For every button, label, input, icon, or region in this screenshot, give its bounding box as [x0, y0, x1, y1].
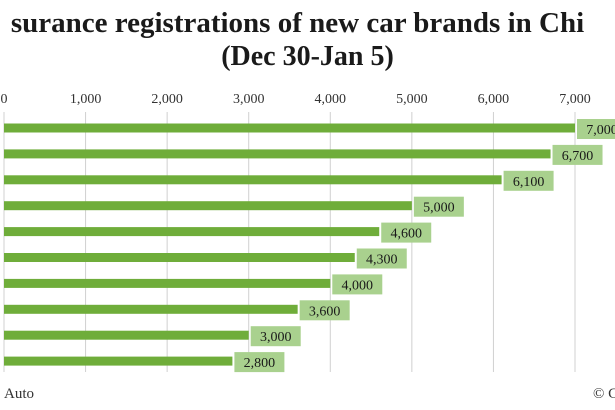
x-tick-label: 0 [1, 92, 8, 107]
data-label: 4,600 [390, 227, 422, 242]
bar-chart: 0 1,000 2,000 3,000 4,000 5,000 6,000 7,000 7,00… [1, 92, 615, 373]
bar [4, 149, 551, 159]
bar [4, 175, 502, 185]
data-label: 3,000 [260, 330, 292, 345]
bar [4, 356, 233, 366]
bar [4, 304, 298, 314]
data-label: 3,600 [309, 304, 341, 319]
bar [4, 330, 249, 340]
data-label: 6,700 [562, 149, 594, 164]
data-label-box [332, 274, 383, 295]
chart-title-line2: (Dec 30-Jan 5) [221, 41, 394, 72]
x-tick-label: 2,000 [151, 92, 183, 107]
bar [4, 253, 355, 262]
bar [4, 227, 380, 237]
x-tick-label: 6,000 [478, 92, 510, 107]
data-label-box [413, 196, 464, 217]
bar [4, 278, 331, 288]
x-tick-label: 5,000 [396, 92, 428, 107]
data-label: 4,000 [342, 278, 374, 293]
x-tick-label: 3,000 [233, 92, 265, 107]
chart-title: surance registrations of new car brands … [0, 6, 615, 74]
data-label-box [356, 248, 407, 269]
source-note: Auto [4, 386, 34, 402]
data-label: 6,100 [513, 175, 545, 190]
bar [4, 201, 412, 211]
data-label-box [381, 222, 432, 243]
x-tick-label: 1,000 [70, 92, 102, 107]
data-label-box [503, 170, 554, 191]
data-label: 7,000 [586, 123, 615, 138]
data-label: 2,800 [244, 356, 276, 371]
x-tick-label: 4,000 [315, 92, 347, 107]
data-label-box [234, 352, 285, 373]
data-label: 5,000 [423, 201, 455, 216]
bar [4, 123, 575, 133]
data-label-box [552, 144, 603, 165]
data-label-box [577, 119, 615, 139]
x-tick-label: 7,000 [559, 92, 591, 107]
data-label-box [250, 326, 301, 347]
copyright-note: © C [593, 386, 615, 402]
data-label-box [299, 300, 350, 321]
chart-title-line1: surance registrations of new car brands … [10, 7, 585, 39]
data-label: 4,300 [366, 253, 398, 268]
